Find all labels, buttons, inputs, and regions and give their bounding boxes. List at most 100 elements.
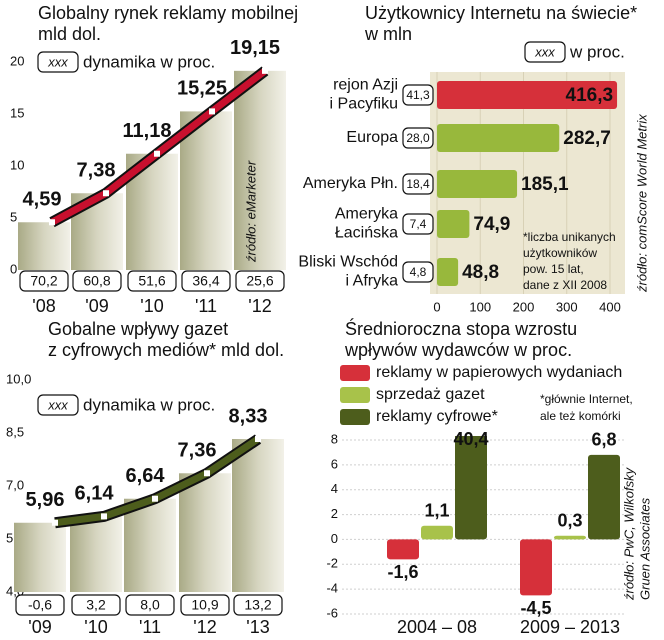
point-marker: [255, 436, 261, 443]
source: źródło: comScore World Metrix: [634, 114, 649, 293]
bar: [437, 81, 618, 109]
value-label: 6,14: [75, 483, 115, 505]
column-shade: [232, 439, 284, 592]
x-tick-label: '11: [195, 296, 217, 316]
point-marker: [262, 67, 268, 74]
dynamics-label: 36,4: [192, 273, 219, 289]
y-tick-label: 0: [331, 531, 338, 546]
dynamics-box: [402, 213, 434, 235]
note: ale też komórki: [540, 409, 621, 423]
column-shade: [234, 70, 286, 270]
category-label: i Afryka: [346, 273, 399, 290]
bar: [588, 454, 620, 540]
y-tick-label: 2: [331, 506, 338, 521]
bar: [554, 535, 586, 540]
y-tick-label: -4: [326, 581, 338, 596]
legend-label: sprzedaż gazet: [376, 386, 485, 403]
column-shade: [179, 473, 231, 592]
bar: [437, 124, 560, 152]
legend-label: reklamy w papierowych wydaniach: [376, 364, 622, 381]
value-label: 11,18: [123, 120, 172, 142]
bar: [455, 436, 487, 540]
x-tick-label: 2004 – 08: [397, 617, 477, 637]
legend-label: dynamika w proc.: [83, 395, 215, 414]
value-label: 74,9: [473, 214, 510, 235]
value-label: 282,7: [563, 128, 611, 149]
x-tick-label: '09: [28, 617, 51, 637]
y-tick-label: 8,5: [6, 424, 24, 439]
dynamics-box: [402, 127, 434, 149]
category-label: rejon Azji: [333, 77, 398, 94]
bar: [421, 525, 453, 540]
point-marker: [152, 495, 158, 502]
point-marker: [103, 190, 109, 197]
value-label: 19,15: [230, 37, 280, 59]
value-label: 416,3: [566, 85, 614, 106]
category-label: Bliski Wschód: [298, 254, 398, 271]
chart-title: w mln: [364, 24, 412, 44]
value-label: 185,1: [521, 174, 569, 195]
legend-key: xxx: [47, 54, 68, 69]
bar: [387, 539, 419, 560]
value-label: 48,8: [462, 262, 499, 283]
bar: [437, 210, 470, 238]
value-label: 7,36: [178, 440, 217, 462]
dynamics-box: [402, 84, 434, 106]
chart-title: Globalny rynek reklamy mobilnej: [38, 3, 298, 23]
legend-key-box: [37, 51, 79, 73]
note: użytkowników: [523, 246, 597, 260]
y-tick-label: 8: [331, 431, 338, 446]
legend-swatch: [340, 387, 370, 403]
legend-key: xxx: [47, 397, 68, 412]
legend-key-box: [37, 394, 79, 416]
bar: [437, 258, 459, 286]
dynamics-label: 25,6: [246, 273, 273, 289]
source: Gruen Associates: [637, 497, 652, 600]
y-tick-label: 0: [10, 261, 17, 276]
value-label: 1,1: [424, 501, 449, 521]
x-tick-label: 0: [433, 299, 440, 314]
dynamics-box: [127, 270, 177, 292]
category-label: Ameryka: [335, 206, 398, 223]
dynamics-label: 3,2: [86, 597, 106, 613]
value-label: 0,3: [557, 510, 582, 530]
x-tick-label: '11: [139, 617, 161, 637]
source: źródło: eMarketer: [243, 160, 258, 263]
chart-title: Średnioroczna stopa wzrostu: [345, 318, 577, 339]
point-marker: [49, 219, 55, 226]
bars: [387, 436, 620, 596]
x-tick-label: '09: [85, 296, 108, 316]
dynamics-box: [71, 594, 121, 616]
x-tick-label: '10: [140, 296, 163, 316]
dynamics-box: [72, 270, 122, 292]
x-tick-label: 300: [556, 299, 578, 314]
dynamics-box: [402, 261, 434, 283]
point-marker: [209, 108, 215, 115]
category-label: i Pacyfiku: [330, 96, 398, 113]
dynamics-label: 18,4: [406, 177, 430, 191]
note: pow. 15 lat,: [523, 262, 584, 276]
dynamics-box: [233, 594, 283, 616]
point-marker: [52, 519, 58, 526]
y-tick-label: 7,0: [6, 477, 24, 492]
legend-key: xxx: [534, 44, 555, 59]
legend-label: reklamy cyfrowe*: [376, 408, 498, 425]
note: *głównie Internet,: [540, 392, 633, 406]
dynamics-box: [402, 173, 434, 195]
dynamics-label: 4,8: [410, 265, 427, 279]
y-tick-label: 6: [331, 456, 338, 471]
dynamics-box: [181, 270, 231, 292]
point-marker: [101, 513, 107, 520]
value-label: 6,8: [591, 430, 616, 450]
value-label: -4,5: [520, 598, 551, 618]
dynamics-box: [235, 270, 285, 292]
x-tick-label: '12: [193, 617, 216, 637]
y-tick-label: -6: [326, 605, 338, 620]
x-tick-label: '13: [246, 617, 269, 637]
dynamics-label: 10,9: [191, 597, 218, 613]
value-label: 7,38: [77, 160, 116, 182]
dynamics-label: 60,8: [83, 273, 110, 289]
x-tick-label: '12: [248, 296, 271, 316]
